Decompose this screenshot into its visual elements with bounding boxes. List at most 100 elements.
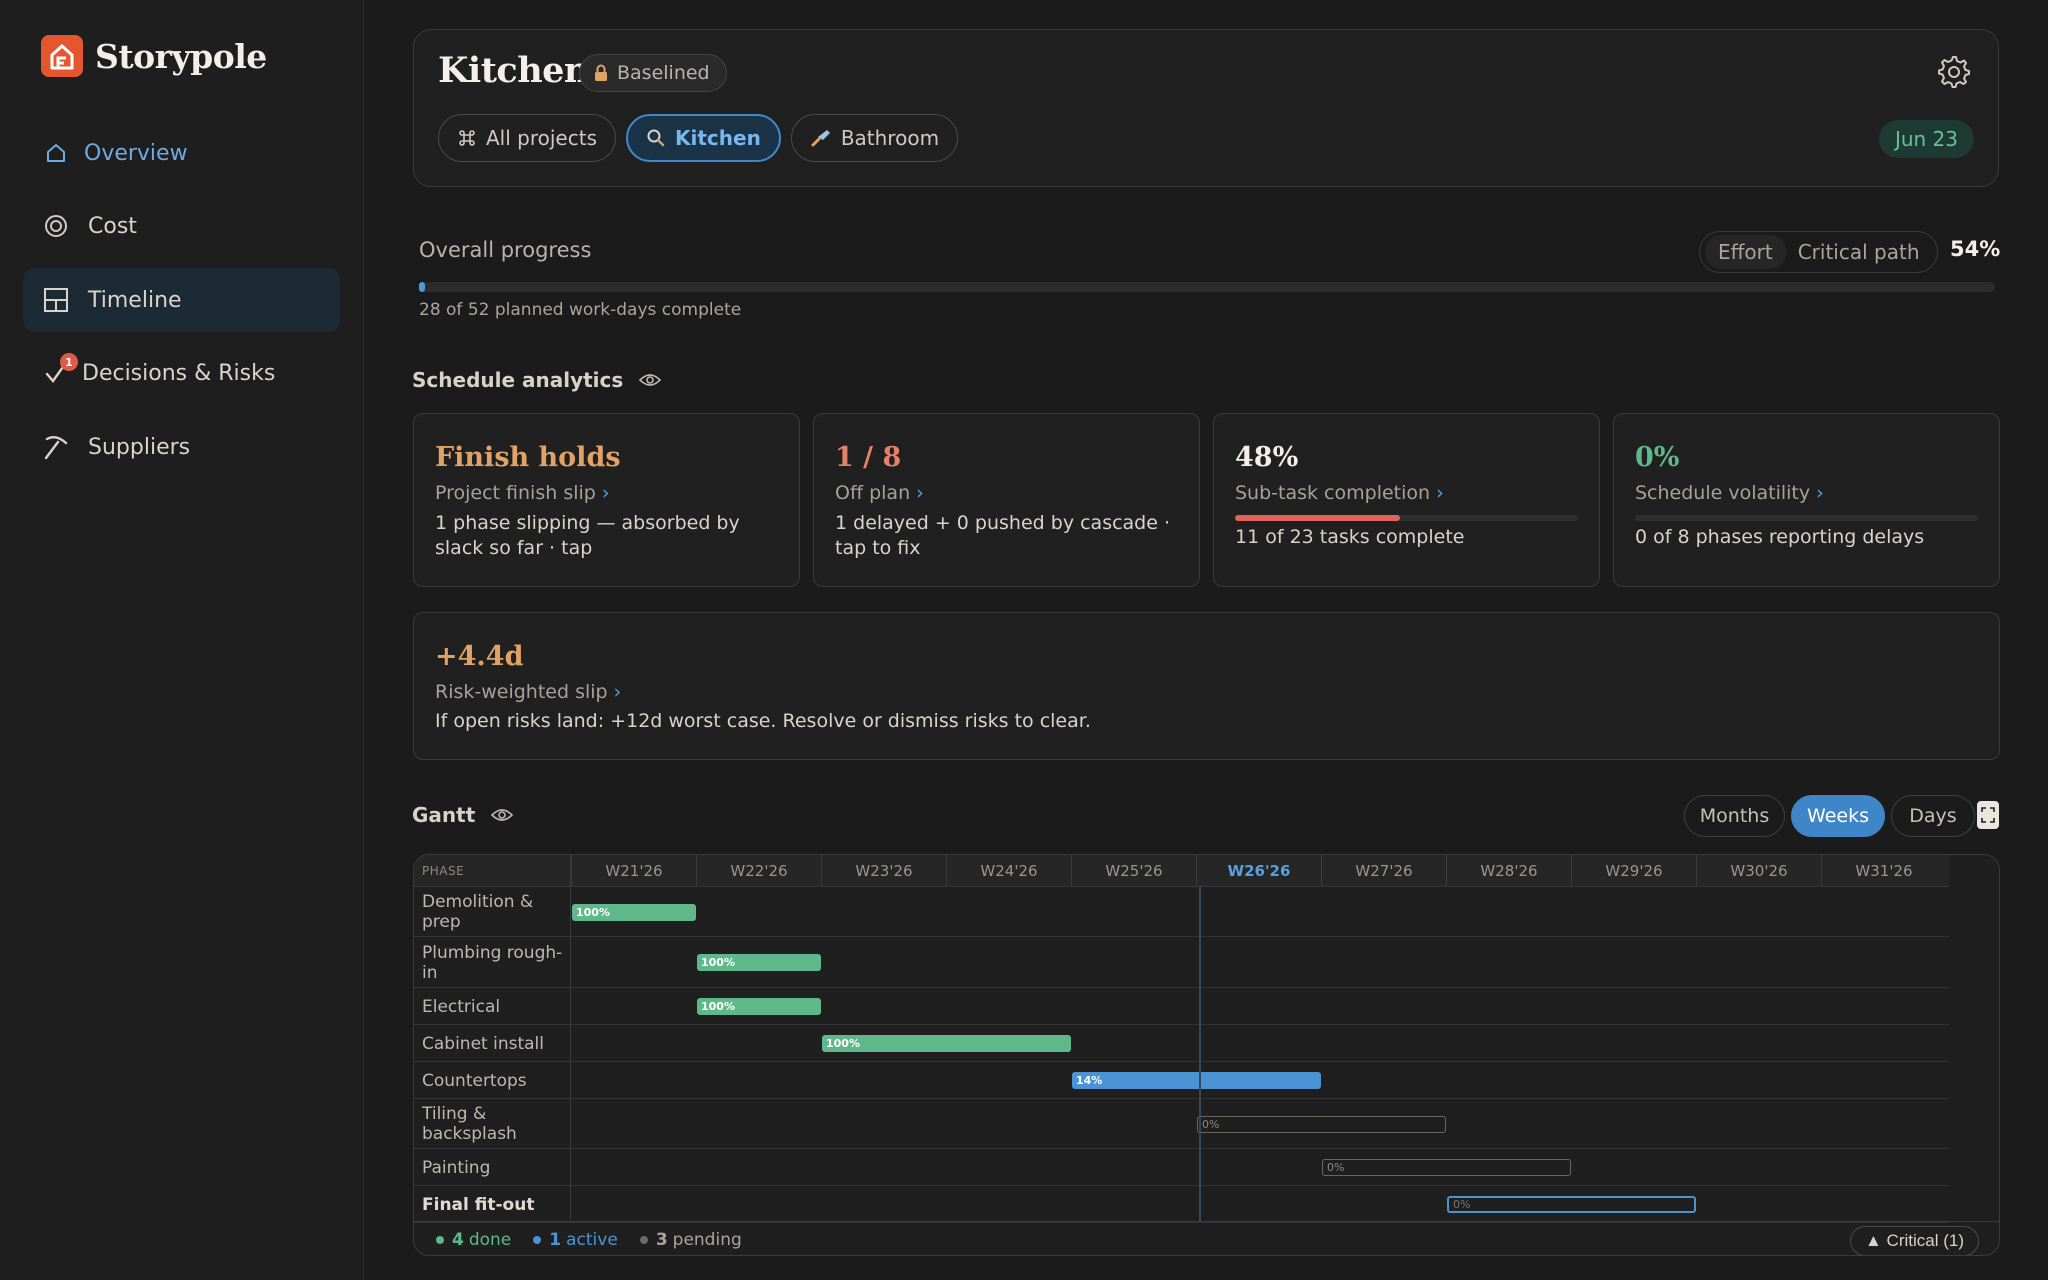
gantt-week-header: W29'26: [1571, 855, 1696, 887]
gantt-header: PHASE W21'26 W22'26 W23'26 W24'26 W25'26 W26'…: [414, 855, 1949, 887]
gantt-row[interactable]: Plumbing rough-in 100%: [414, 937, 1949, 988]
gantt-bar[interactable]: 100%: [697, 998, 821, 1015]
gantt-row[interactable]: Countertops 14%: [414, 1062, 1949, 1099]
status-badge: Baselined: [579, 54, 727, 92]
gantt-phase-name: Demolition & prep: [422, 892, 534, 932]
gantt-row[interactable]: Electrical 100%: [414, 988, 1949, 1025]
gantt-bar[interactable]: 0%: [1197, 1115, 1446, 1133]
project-header: Kitchen Baselined All projects Kitchen B…: [413, 29, 1999, 187]
sidebar: Storypole Overview Cost Timeline 1 Decis…: [0, 0, 364, 1280]
metric-card-finish-slip[interactable]: Finish holds Project finish slip › 1 pha…: [413, 413, 800, 587]
sidebar-item-label: Overview: [84, 140, 188, 166]
project-switcher: All projects Kitchen Bathroom: [438, 114, 968, 162]
metric-value: 0%: [1635, 442, 1680, 473]
legend-count: 3: [655, 1229, 668, 1250]
gantt-week-header: W27'26: [1321, 855, 1446, 887]
metric-card-schedule-volatility[interactable]: 0% Schedule volatility › 0 of 8 phases r…: [1613, 413, 2000, 587]
gear-icon[interactable]: [1934, 52, 1974, 92]
sidebar-item-decisions-risks[interactable]: 1 Decisions & Risks: [23, 341, 340, 405]
legend-dot-icon: [639, 1235, 648, 1244]
gantt-row[interactable]: Tiling & backsplash 0%: [414, 1099, 1949, 1149]
brand[interactable]: Storypole: [41, 35, 267, 77]
fullscreen-icon[interactable]: [1977, 801, 1999, 829]
progress-percent: 54%: [1950, 237, 2001, 261]
legend-label: done: [468, 1229, 512, 1250]
legend-item: 4 done: [436, 1230, 511, 1250]
section-title-gantt: Gantt: [412, 803, 514, 827]
gantt-phase-name: Tiling & backsplash: [422, 1104, 517, 1144]
sidebar-item-suppliers[interactable]: Suppliers: [23, 415, 340, 479]
command-icon: [457, 128, 477, 148]
critical-filter-button[interactable]: ▲ Critical (1): [1850, 1226, 1979, 1255]
metric-label: Schedule volatility ›: [1635, 482, 1824, 504]
gantt-bar[interactable]: 100%: [572, 903, 696, 921]
metric-progress-bar: [1235, 515, 1578, 521]
gantt-bar[interactable]: 0%: [1322, 1159, 1571, 1176]
gantt-week-header: W23'26: [821, 855, 946, 887]
legend-dot-icon: [533, 1235, 542, 1244]
metric-label: Sub-task completion ›: [1235, 482, 1444, 504]
gantt-bar[interactable]: 0%: [1447, 1196, 1696, 1213]
sidebar-item-label: Suppliers: [88, 434, 191, 460]
legend-item: 3 pending: [639, 1229, 742, 1250]
gantt-week-header: W28'26: [1446, 855, 1571, 887]
gantt-bar[interactable]: 100%: [822, 1035, 1071, 1052]
metric-description: 0 of 8 phases reporting delays: [1635, 526, 1925, 548]
gantt-week-header: W22'26: [696, 855, 821, 887]
legend-count: 1: [549, 1229, 562, 1250]
home-icon: [40, 137, 72, 169]
eye-icon[interactable]: [639, 372, 662, 388]
gantt-phase-name: Painting: [422, 1157, 491, 1178]
gantt-week-header: W25'26: [1071, 855, 1196, 887]
metric-label: Off plan ›: [835, 482, 924, 504]
gantt-bar[interactable]: 14%: [1072, 1072, 1321, 1089]
gantt-row[interactable]: Final fit-out 0%: [414, 1186, 1949, 1223]
metric-card-risk-weighted-slip[interactable]: +4.4d Risk-weighted slip › If open risks…: [413, 612, 2000, 760]
legend-label: active: [566, 1229, 618, 1250]
pickaxe-icon: [40, 431, 72, 463]
metric-description: If open risks land: +12d worst case. Res…: [435, 710, 1091, 732]
metric-card-subtask-completion[interactable]: 48% Sub-task completion › 11 of 23 tasks…: [1213, 413, 1600, 587]
gantt-chart: PHASE W21'26 W22'26 W23'26 W24'26 W25'26 W26'…: [413, 854, 2000, 1256]
gantt-week-header: W30'26: [1696, 855, 1821, 887]
status-badge-label: Baselined: [617, 62, 710, 84]
metric-value: 1 / 8: [835, 442, 902, 473]
section-title-label: Gantt: [412, 803, 476, 827]
sidebar-item-cost[interactable]: Cost: [23, 194, 340, 258]
mode-effort-button[interactable]: Effort: [1705, 235, 1786, 269]
legend-count: 4: [452, 1229, 464, 1250]
metric-card-off-plan[interactable]: 1 / 8 Off plan › 1 delayed + 0 pushed by…: [813, 413, 1200, 587]
gantt-row[interactable]: Cabinet install 100%: [414, 1025, 1949, 1062]
metric-progress-bar: [1635, 515, 1978, 521]
eye-icon[interactable]: [491, 807, 514, 823]
check-icon: 1: [40, 353, 78, 389]
gantt-row[interactable]: Painting 0%: [414, 1149, 1949, 1186]
progress-title: Overall progress: [419, 238, 592, 262]
view-weeks-button[interactable]: Weeks: [1791, 795, 1885, 837]
gantt-bar[interactable]: 100%: [697, 954, 821, 971]
chevron-right-icon: ›: [916, 482, 924, 504]
notification-badge: 1: [60, 353, 78, 371]
sidebar-item-overview[interactable]: Overview: [23, 121, 340, 185]
chip-label: Bathroom: [840, 126, 940, 150]
gantt-row[interactable]: Demolition & prep 100%: [414, 887, 1949, 937]
chevron-right-icon: ›: [1436, 482, 1444, 504]
chip-bathroom[interactable]: Bathroom: [790, 114, 959, 162]
mode-critical-path-button[interactable]: Critical path: [1797, 240, 1920, 264]
chip-kitchen[interactable]: Kitchen: [626, 114, 781, 162]
gantt-phase-header: PHASE: [422, 864, 465, 878]
legend-item: 1 active: [533, 1230, 618, 1250]
view-days-button[interactable]: Days: [1891, 795, 1975, 837]
page-title: Kitchen: [438, 50, 589, 91]
gantt-footer: 4 done 1 active 3 pending ▲ Critical (1): [414, 1221, 1999, 1255]
view-months-button[interactable]: Months: [1684, 795, 1785, 837]
brush-icon: [810, 128, 832, 148]
chip-all-projects[interactable]: All projects: [438, 114, 616, 162]
metric-value: Finish holds: [435, 442, 621, 473]
gantt-week-header: W21'26: [571, 855, 696, 887]
section-title-label: Schedule analytics: [412, 368, 624, 392]
date-badge: Jun 23: [1878, 120, 1974, 158]
sidebar-item-timeline[interactable]: Timeline: [23, 268, 340, 332]
gantt-divider: [570, 855, 571, 1221]
gantt-today-line: [1198, 887, 1201, 1221]
